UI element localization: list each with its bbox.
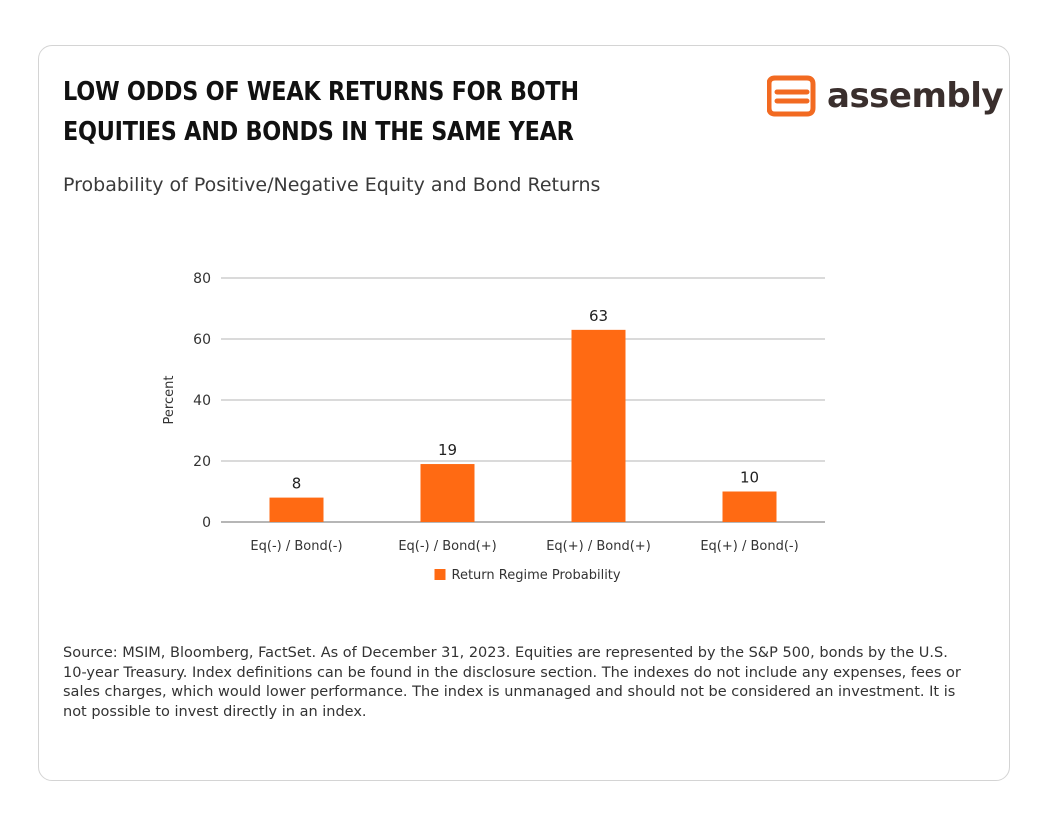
source-footnote: Source: MSIM, Bloomberg, FactSet. As of … — [63, 645, 961, 720]
y-tick-label: 60 — [193, 332, 211, 348]
data-label: 63 — [589, 307, 608, 325]
chart-card: LOW ODDS OF WEAK RETURNS FOR BOTH EQUITI… — [38, 45, 1010, 781]
chart-subtitle: Probability of Positive/Negative Equity … — [63, 174, 601, 196]
data-label: 19 — [438, 441, 457, 459]
y-axis-label: Percent — [162, 376, 177, 425]
brand-logo: assembly — [767, 72, 1004, 120]
brand-name: assembly — [827, 76, 1004, 116]
y-tick-label: 20 — [193, 454, 211, 470]
y-tick-label: 40 — [193, 393, 211, 409]
data-label: 10 — [740, 469, 759, 487]
bar — [269, 497, 324, 522]
bar — [571, 329, 626, 522]
y-tick-label: 0 — [202, 515, 211, 531]
bar — [722, 491, 777, 522]
x-tick-label: Eq(-) / Bond(+) — [398, 539, 496, 554]
legend-label: Return Regime Probability — [452, 568, 621, 583]
page-title: LOW ODDS OF WEAK RETURNS FOR BOTH EQUITI… — [63, 77, 579, 147]
bar — [420, 464, 475, 522]
legend-swatch — [434, 569, 446, 580]
x-tick-label: Eq(+) / Bond(-) — [700, 539, 798, 554]
y-tick-label: 80 — [193, 271, 211, 287]
bar-chart: 0 20 40 60 80 Percent 8 Eq(-) / Bond(-) 19 Eq(-) … — [162, 271, 825, 583]
x-tick-label: Eq(-) / Bond(-) — [250, 539, 342, 554]
assembly-logo-icon — [767, 75, 816, 117]
data-label: 8 — [292, 475, 302, 493]
x-tick-label: Eq(+) / Bond(+) — [546, 539, 651, 554]
